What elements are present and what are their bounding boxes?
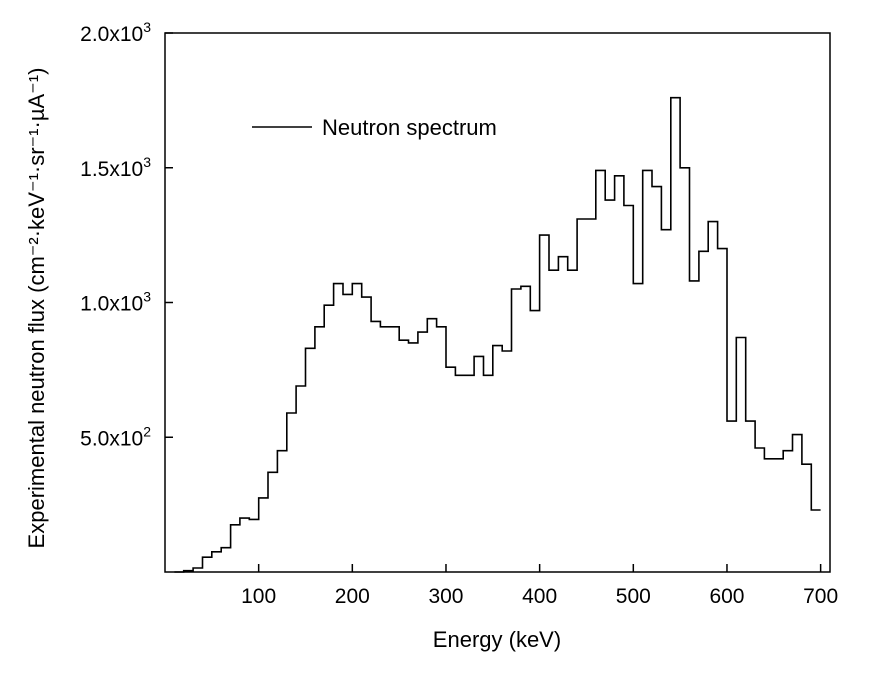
x-tick-label: 200	[335, 585, 370, 608]
y-axis-label: Experimental neutron flux (cm⁻²·keV⁻¹·sr…	[24, 68, 49, 549]
x-tick-label: 700	[803, 585, 838, 608]
x-axis-ticks: 100 200 300 400 500 600 700	[241, 564, 838, 608]
legend-label: Neutron spectrum	[322, 115, 497, 140]
x-tick-label: 100	[241, 585, 276, 608]
plot-area-frame	[164, 32, 831, 573]
y-tick-label: 1.5x103	[80, 154, 151, 181]
y-axis-ticks: 5.0x102 1.0x103 1.5x103 2.0x103	[80, 19, 173, 450]
x-tick-label: 600	[709, 585, 744, 608]
x-axis-label: Energy (keV)	[433, 627, 561, 652]
x-tick-label: 400	[522, 585, 557, 608]
y-tick-label: 5.0x102	[80, 423, 151, 450]
legend: Neutron spectrum	[252, 115, 497, 140]
neutron-spectrum-line	[174, 96, 821, 573]
x-tick-label: 300	[428, 585, 463, 608]
x-tick-label: 500	[616, 585, 651, 608]
y-tick-label: 1.0x103	[80, 289, 151, 316]
y-tick-label: 2.0x103	[80, 19, 151, 46]
